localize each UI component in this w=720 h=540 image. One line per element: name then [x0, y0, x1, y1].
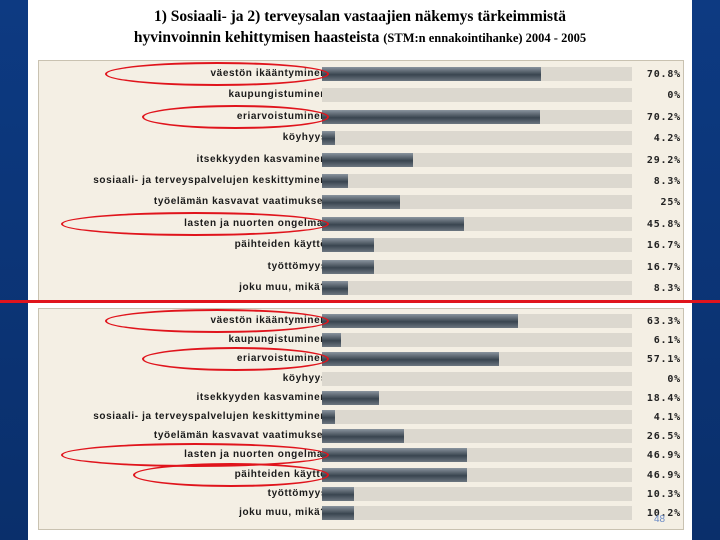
highlight-ellipse: [141, 104, 329, 129]
category-label: päihteiden käyttö: [234, 239, 327, 251]
category-label: kaupungistuminen: [228, 89, 327, 101]
title-line-1: 1) Sosiaali- ja 2) terveysalan vastaajie…: [154, 8, 566, 25]
bar: [322, 467, 468, 482]
value-label: 0%: [667, 90, 681, 102]
bar: [322, 448, 468, 463]
value-label: 25%: [660, 197, 681, 209]
bar-track: [322, 195, 632, 210]
bar-track: [322, 486, 632, 501]
highlight-ellipse: [132, 462, 329, 487]
value-label: 4.1%: [653, 412, 681, 423]
chart-panel-social: väestön ikääntyminen 70.8% kaupungistumine…: [38, 60, 684, 302]
category-label: työelämän kasvavat vaatimukset: [153, 196, 327, 208]
chart-panel-health: väestön ikääntyminen 63.3% kaupungistumine…: [38, 308, 684, 530]
value-label: 46.9%: [646, 469, 681, 481]
highlight-ellipse: [105, 309, 329, 333]
bar-track: [322, 174, 632, 188]
bar-track: [322, 429, 632, 444]
bar: [322, 216, 464, 231]
bar-track: [322, 131, 632, 146]
value-label: 29.2%: [646, 154, 681, 166]
bar: [322, 67, 542, 81]
bar: [322, 281, 348, 295]
category-label: itsekkyyden kasvaminen: [196, 153, 327, 165]
value-label: 4.2%: [653, 133, 681, 145]
value-label: 45.8%: [646, 218, 681, 230]
bar: [322, 259, 374, 274]
bar-track: [322, 371, 632, 386]
bar-track: [322, 238, 632, 253]
category-label: työttömyys: [267, 487, 327, 499]
bar-track: [322, 333, 632, 348]
value-label: 70.2%: [646, 111, 681, 123]
bar: [322, 352, 499, 367]
bar: [322, 314, 519, 328]
bar-track: [322, 152, 632, 167]
title-line-2-source: (STM:n ennakointihanke) 2004 - 2005: [383, 31, 587, 45]
bar-track: [322, 88, 632, 103]
highlight-ellipse: [105, 62, 329, 86]
value-label: 16.7%: [646, 240, 681, 252]
title-line-2: hyvinvoinnin kehittymisen haasteista (ST…: [28, 29, 692, 47]
category-label: joku muu, mikä?: [239, 507, 327, 518]
bar: [322, 131, 336, 146]
bar: [322, 238, 374, 253]
bar: [322, 390, 380, 405]
bar: [322, 429, 405, 444]
bar-track: [322, 281, 632, 295]
category-label: sosiaali- ja terveyspalvelujen keskittym…: [93, 411, 327, 422]
highlight-ellipse: [141, 347, 329, 372]
value-label: 70.8%: [646, 69, 681, 80]
category-label: köyhyys: [282, 372, 327, 384]
value-label: 0%: [667, 373, 681, 385]
bar-track: [322, 314, 632, 328]
bar: [322, 174, 348, 188]
bar: [322, 152, 413, 167]
bar-track: [322, 506, 632, 520]
bar-track: [322, 109, 632, 124]
red-divider-line: [0, 300, 720, 303]
category-label: joku muu, mikä?: [239, 282, 327, 293]
bar-track: [322, 216, 632, 231]
value-label: 8.3%: [653, 176, 681, 187]
bar-track: [322, 67, 632, 81]
chart-area: väestön ikääntyminen 70.8% kaupungistumine…: [28, 56, 692, 540]
page-number: 48: [654, 514, 666, 525]
value-label: 26.5%: [646, 431, 681, 443]
value-label: 10.3%: [646, 488, 681, 500]
slide-title: 1) Sosiaali- ja 2) terveysalan vastaajie…: [28, 0, 692, 56]
bar: [322, 333, 341, 348]
value-label: 10.2%: [646, 508, 681, 519]
bar-track: [322, 410, 632, 424]
title-line-2-main: hyvinvoinnin kehittymisen haasteista: [133, 29, 384, 46]
value-label: 57.1%: [646, 354, 681, 366]
value-label: 6.1%: [653, 335, 681, 347]
bar-track: [322, 390, 632, 405]
category-label: köyhyys: [282, 132, 327, 144]
bar-track: [322, 352, 632, 367]
bar-track: [322, 467, 632, 482]
bar: [322, 195, 400, 210]
category-label: sosiaali- ja terveyspalvelujen keskittym…: [93, 175, 327, 186]
category-label: itsekkyyden kasvaminen: [196, 391, 327, 403]
category-label: työelämän kasvavat vaatimukset: [153, 430, 327, 442]
value-label: 18.4%: [646, 392, 681, 404]
bar: [322, 506, 354, 520]
value-label: 16.7%: [646, 261, 681, 273]
highlight-ellipse: [61, 211, 329, 236]
bar-track: [322, 448, 632, 463]
category-label: työttömyys: [267, 260, 327, 272]
value-label: 8.3%: [653, 283, 681, 294]
value-label: 63.3%: [646, 316, 681, 327]
bar: [322, 109, 540, 124]
bar: [322, 410, 335, 424]
category-label: kaupungistuminen: [228, 334, 327, 346]
bar: [322, 486, 354, 501]
bar-track: [322, 259, 632, 274]
value-label: 46.9%: [646, 450, 681, 462]
